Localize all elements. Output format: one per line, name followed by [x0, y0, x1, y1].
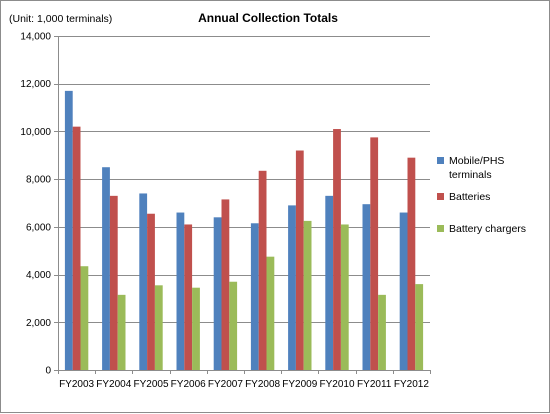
bar: [325, 195, 334, 370]
legend-swatch: [437, 225, 444, 232]
bar: [399, 212, 408, 370]
bar: [288, 205, 296, 370]
legend-swatch: [437, 193, 444, 200]
bar: [258, 170, 267, 370]
y-tick-label: 2,000: [26, 318, 51, 329]
y-tick-label: 8,000: [26, 175, 51, 186]
y-tick-label: 6,000: [26, 222, 51, 233]
bar: [333, 129, 341, 370]
x-tick-label: FY2010: [319, 379, 354, 390]
bar: [176, 212, 185, 370]
x-tick-label: FY2009: [282, 379, 317, 390]
bar: [415, 284, 424, 370]
x-tick-label: FY2008: [245, 379, 280, 390]
bar: [147, 213, 155, 370]
y-tick-label: 12,000: [20, 79, 51, 90]
legend-swatch: [437, 157, 444, 164]
x-tick-label: FY2003: [59, 379, 94, 390]
bar: [370, 137, 379, 370]
legend-label: Batteries: [449, 191, 490, 203]
bar: [213, 217, 222, 370]
bar: [295, 150, 304, 370]
x-tick-label: FY2004: [96, 379, 131, 390]
bars: [64, 90, 424, 371]
bar: [117, 294, 126, 370]
x-tick-label: FY2007: [208, 379, 243, 390]
bar: [378, 294, 386, 370]
bar: [139, 193, 148, 370]
x-tick-label: FY2011: [357, 379, 392, 390]
bar: [229, 281, 238, 370]
x-tick-label: FY2006: [171, 379, 206, 390]
x-tick-labels: FY2003 FY2004 FY2005 FY2006 FY2007 FY2008 FY20…: [59, 379, 429, 390]
axes: [54, 36, 431, 374]
bar: [102, 167, 110, 370]
bar: [407, 157, 416, 370]
bar: [154, 285, 163, 370]
unit-label: (Unit: 1,000 terminals): [9, 13, 112, 25]
bar: [184, 224, 193, 370]
x-tick-label: FY2005: [133, 379, 168, 390]
legend-label: Battery chargers: [449, 223, 526, 235]
bar: [80, 266, 89, 370]
y-tick-labels: 0 2,000 4,000 6,000 8,000 10,000 12,000 14,000: [20, 32, 51, 377]
y-tick-label: 10,000: [20, 127, 51, 138]
chart-title: Annual Collection Totals: [198, 11, 338, 25]
bar: [109, 195, 118, 370]
bar: [221, 199, 230, 370]
bar: [266, 256, 275, 370]
bar: [64, 90, 73, 370]
bar: [362, 204, 371, 370]
y-tick-label: 0: [45, 366, 51, 377]
bar: [340, 224, 349, 370]
x-tick-label: FY2012: [394, 379, 429, 390]
legend: Mobile/PHS terminals Batteries Battery char…: [437, 155, 526, 235]
bar: [250, 223, 259, 370]
bar: [192, 287, 200, 370]
bar: [303, 220, 312, 370]
y-tick-label: 14,000: [20, 32, 51, 43]
bar: [72, 126, 81, 371]
legend-label: Mobile/PHS terminals: [449, 155, 504, 181]
y-tick-label: 4,000: [26, 270, 51, 281]
